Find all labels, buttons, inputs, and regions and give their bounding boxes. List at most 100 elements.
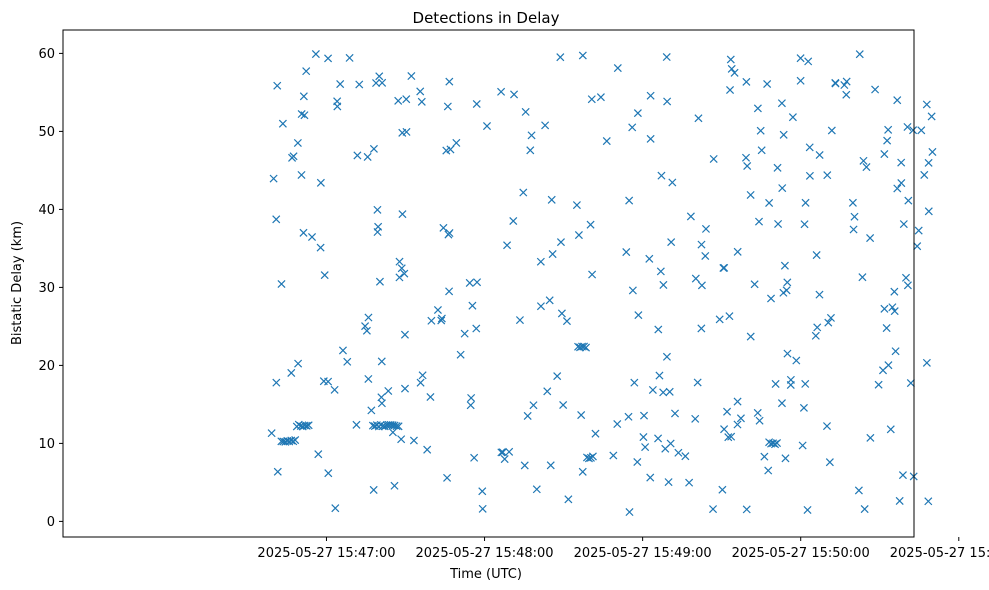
data-point — [848, 198, 857, 207]
y-axis: 0 10 20 30 40 50 60 — [38, 47, 63, 530]
data-point — [299, 228, 308, 237]
data-point — [730, 68, 739, 77]
data-point — [862, 163, 871, 172]
data-point — [646, 473, 655, 482]
data-point — [720, 425, 729, 434]
data-point — [367, 406, 376, 415]
data-point — [418, 371, 427, 380]
data-point — [625, 508, 634, 517]
data-point — [588, 452, 597, 461]
data-point — [753, 104, 762, 113]
data-point — [850, 212, 859, 221]
data-point — [395, 257, 404, 266]
data-point — [498, 448, 507, 457]
data-point — [904, 196, 913, 205]
data-point — [801, 198, 810, 207]
data-point — [777, 99, 786, 108]
data-point — [278, 119, 287, 128]
data-point — [741, 153, 751, 162]
data-point — [338, 346, 347, 355]
data-point — [733, 420, 742, 429]
data-point — [559, 400, 568, 410]
data-point — [884, 125, 893, 134]
data-point — [372, 79, 381, 88]
data-point — [723, 407, 732, 416]
data-point — [277, 279, 286, 289]
data-point — [613, 64, 622, 73]
data-point — [854, 486, 863, 495]
data-point — [577, 411, 586, 420]
data-point — [316, 243, 325, 252]
data-point — [364, 313, 373, 322]
data-point — [416, 87, 425, 96]
data-point — [893, 184, 902, 193]
data-point — [314, 450, 323, 459]
data-point — [628, 123, 637, 132]
data-point — [874, 380, 883, 389]
data-point — [392, 422, 401, 431]
data-point — [416, 378, 425, 387]
data-point — [906, 379, 915, 388]
data-point — [849, 225, 858, 234]
data-point — [596, 93, 605, 102]
data-point — [824, 318, 833, 327]
data-point — [460, 329, 469, 338]
data-point — [272, 215, 281, 224]
data-point — [353, 151, 362, 160]
data-point — [336, 80, 345, 89]
data-point — [624, 412, 633, 421]
data-point — [694, 114, 703, 123]
data-point — [897, 179, 906, 188]
data-point — [755, 416, 764, 425]
data-point — [578, 51, 587, 60]
data-point — [377, 357, 386, 366]
data-point — [557, 309, 566, 318]
data-point — [920, 170, 929, 179]
data-point — [668, 178, 677, 187]
data-point — [720, 263, 729, 272]
data-point — [324, 469, 333, 478]
data-point — [746, 190, 755, 199]
data-point — [293, 138, 302, 147]
data-point — [547, 195, 556, 204]
data-point — [792, 356, 801, 365]
data-point — [760, 452, 769, 461]
data-point — [445, 228, 454, 238]
data-point — [886, 425, 895, 434]
data-point — [826, 313, 835, 322]
data-point — [423, 445, 432, 454]
data-point — [779, 130, 788, 139]
data-point — [822, 422, 832, 431]
data-point — [556, 238, 565, 247]
data-point — [543, 387, 552, 396]
data-point — [697, 324, 706, 333]
data-point — [878, 366, 888, 375]
y-tick-label: 20 — [38, 359, 55, 374]
data-point — [753, 408, 762, 417]
data-point — [771, 379, 780, 388]
data-point — [398, 210, 407, 219]
data-point — [456, 350, 465, 359]
data-point — [556, 53, 565, 62]
data-point — [442, 146, 451, 155]
data-point — [574, 231, 583, 240]
data-point — [743, 161, 752, 171]
data-point — [633, 109, 642, 118]
data-point — [433, 305, 442, 315]
data-point — [805, 143, 814, 152]
data-point — [343, 357, 352, 366]
y-tick-label: 30 — [38, 281, 55, 296]
data-point — [724, 433, 733, 442]
data-point — [733, 397, 742, 406]
data-point — [681, 452, 690, 461]
data-point — [701, 224, 711, 233]
data-point — [815, 290, 824, 299]
data-point — [426, 392, 435, 402]
data-point — [273, 467, 282, 476]
data-point — [924, 158, 933, 167]
data-point — [375, 72, 384, 81]
data-point — [307, 232, 317, 242]
data-point — [363, 152, 372, 161]
x-tick-label: 2025-05-27 15:48:00 — [416, 546, 554, 561]
data-point — [674, 448, 683, 457]
